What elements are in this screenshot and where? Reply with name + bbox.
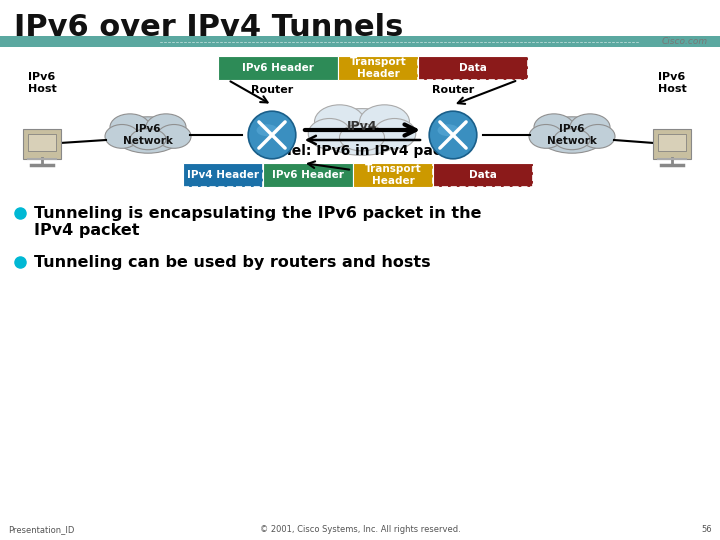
- Circle shape: [248, 111, 296, 159]
- Ellipse shape: [130, 129, 166, 150]
- Ellipse shape: [320, 109, 405, 156]
- Ellipse shape: [105, 125, 139, 148]
- Text: 56: 56: [701, 525, 712, 534]
- Ellipse shape: [256, 124, 278, 136]
- Text: Tunneling can be used by routers and hosts: Tunneling can be used by routers and hos…: [34, 255, 431, 270]
- Bar: [218, 56, 338, 80]
- Bar: [433, 163, 533, 187]
- Ellipse shape: [373, 118, 415, 149]
- Ellipse shape: [570, 114, 610, 140]
- Bar: [433, 163, 533, 187]
- Text: IPv6 Header: IPv6 Header: [272, 170, 344, 180]
- Text: Cisco.com: Cisco.com: [662, 37, 708, 46]
- Text: Dual-Stack
Router: Dual-Stack Router: [238, 73, 306, 95]
- Ellipse shape: [340, 124, 384, 151]
- Ellipse shape: [359, 105, 410, 139]
- Bar: [183, 163, 263, 187]
- Ellipse shape: [538, 117, 606, 153]
- Text: IPv6
Network: IPv6 Network: [123, 124, 173, 146]
- Text: IPv4 packet: IPv4 packet: [34, 223, 140, 238]
- Ellipse shape: [157, 125, 191, 148]
- Text: IPv4 Header: IPv4 Header: [187, 170, 259, 180]
- Text: IPv4: IPv4: [347, 120, 377, 133]
- Text: IPv6 over IPv4 Tunnels: IPv6 over IPv4 Tunnels: [14, 13, 403, 42]
- Ellipse shape: [581, 125, 615, 148]
- Bar: [353, 163, 433, 187]
- Bar: [418, 56, 528, 80]
- Ellipse shape: [529, 125, 563, 148]
- Ellipse shape: [315, 105, 364, 139]
- Text: IPv6 Header: IPv6 Header: [242, 63, 314, 73]
- Text: Tunneling is encapsulating the IPv6 packet in the: Tunneling is encapsulating the IPv6 pack…: [34, 206, 482, 221]
- Ellipse shape: [438, 124, 459, 136]
- Ellipse shape: [534, 114, 574, 140]
- Text: IPv6
Network: IPv6 Network: [547, 124, 597, 146]
- Text: IPv6
Host: IPv6 Host: [657, 72, 686, 94]
- Text: Tunnel: IPv6 in IPv4 packet: Tunnel: IPv6 in IPv4 packet: [254, 144, 466, 158]
- Ellipse shape: [308, 118, 351, 149]
- Circle shape: [429, 111, 477, 159]
- Bar: [263, 163, 353, 187]
- Text: Data: Data: [469, 170, 497, 180]
- Text: Transport
Header: Transport Header: [364, 164, 421, 186]
- FancyBboxPatch shape: [23, 129, 61, 159]
- Ellipse shape: [110, 114, 150, 140]
- Bar: [658, 134, 685, 151]
- Bar: [28, 134, 55, 151]
- Bar: [0, 36, 720, 47]
- Text: Data: Data: [459, 63, 487, 73]
- Text: IPv6
Host: IPv6 Host: [27, 72, 56, 94]
- Text: Presentation_ID: Presentation_ID: [8, 525, 74, 534]
- Ellipse shape: [114, 117, 182, 153]
- Text: Dual-Stack
Router: Dual-Stack Router: [419, 73, 487, 95]
- Bar: [418, 56, 528, 80]
- Ellipse shape: [554, 129, 590, 150]
- Text: © 2001, Cisco Systems, Inc. All rights reserved.: © 2001, Cisco Systems, Inc. All rights r…: [260, 525, 460, 534]
- FancyBboxPatch shape: [653, 129, 691, 159]
- Ellipse shape: [146, 114, 186, 140]
- Bar: [183, 163, 263, 187]
- Text: Transport
Header: Transport Header: [350, 57, 406, 79]
- Bar: [338, 56, 418, 80]
